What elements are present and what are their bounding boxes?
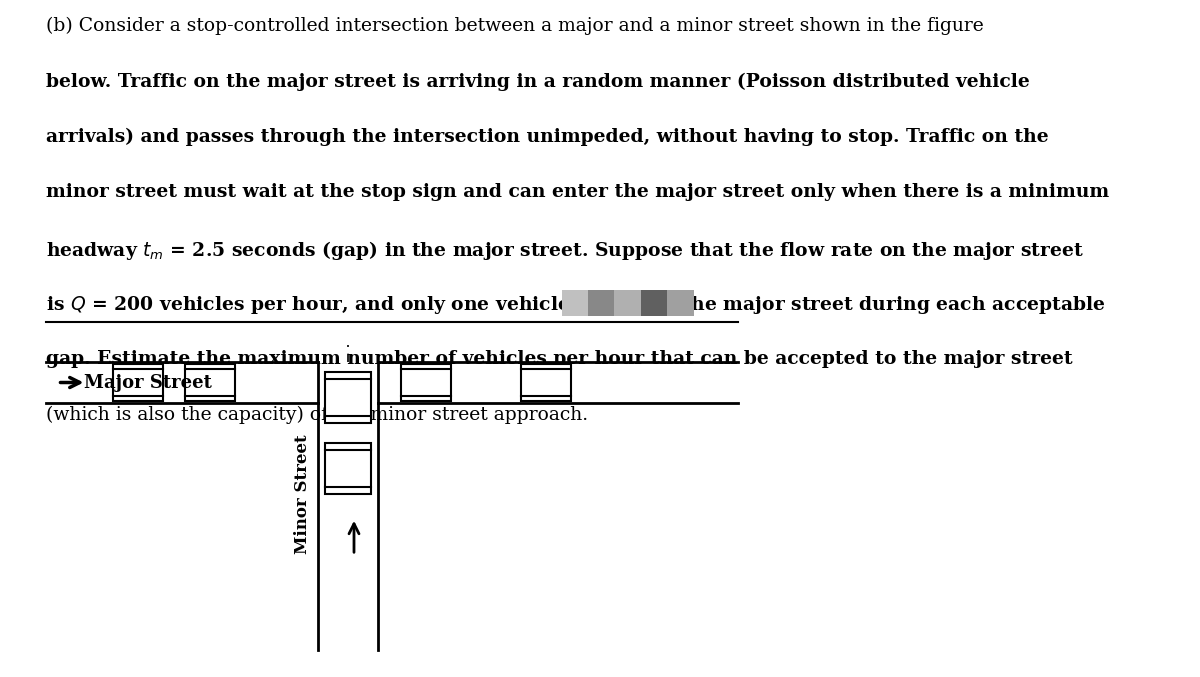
Bar bbox=[325, 443, 371, 494]
Text: is $Q$ = 200 vehicles per hour, and only one vehicle can enter the major street : is $Q$ = 200 vehicles per hour, and only… bbox=[46, 294, 1105, 316]
Bar bbox=[562, 290, 588, 316]
Bar bbox=[113, 364, 163, 401]
Bar bbox=[401, 364, 451, 401]
Bar bbox=[614, 290, 641, 316]
Bar bbox=[588, 290, 614, 316]
Text: Minor Street: Minor Street bbox=[294, 435, 311, 554]
Bar bbox=[185, 364, 235, 401]
Text: (b) Consider a stop-controlled intersection between a major and a minor street s: (b) Consider a stop-controlled intersect… bbox=[46, 17, 983, 35]
Text: gap. Estimate the maximum number of vehicles per hour that can be accepted to th: gap. Estimate the maximum number of vehi… bbox=[46, 350, 1073, 368]
Text: headway $t_m$ = 2.5 seconds (gap) in the major street. Suppose that the flow rat: headway $t_m$ = 2.5 seconds (gap) in the… bbox=[46, 239, 1084, 262]
Text: below. Traffic on the major street is arriving in a random manner (Poisson distr: below. Traffic on the major street is ar… bbox=[46, 72, 1030, 91]
Text: arrivals) and passes through the intersection unimpeded, without having to stop.: arrivals) and passes through the interse… bbox=[46, 128, 1049, 146]
Text: Major Street: Major Street bbox=[84, 374, 212, 391]
Bar bbox=[521, 364, 571, 401]
Bar bbox=[641, 290, 667, 316]
Bar bbox=[325, 372, 371, 423]
Text: (which is also the capacity) of the minor street approach.: (which is also the capacity) of the mino… bbox=[46, 406, 588, 424]
Text: minor street must wait at the stop sign and can enter the major street only when: minor street must wait at the stop sign … bbox=[46, 183, 1109, 202]
Bar bbox=[667, 290, 694, 316]
